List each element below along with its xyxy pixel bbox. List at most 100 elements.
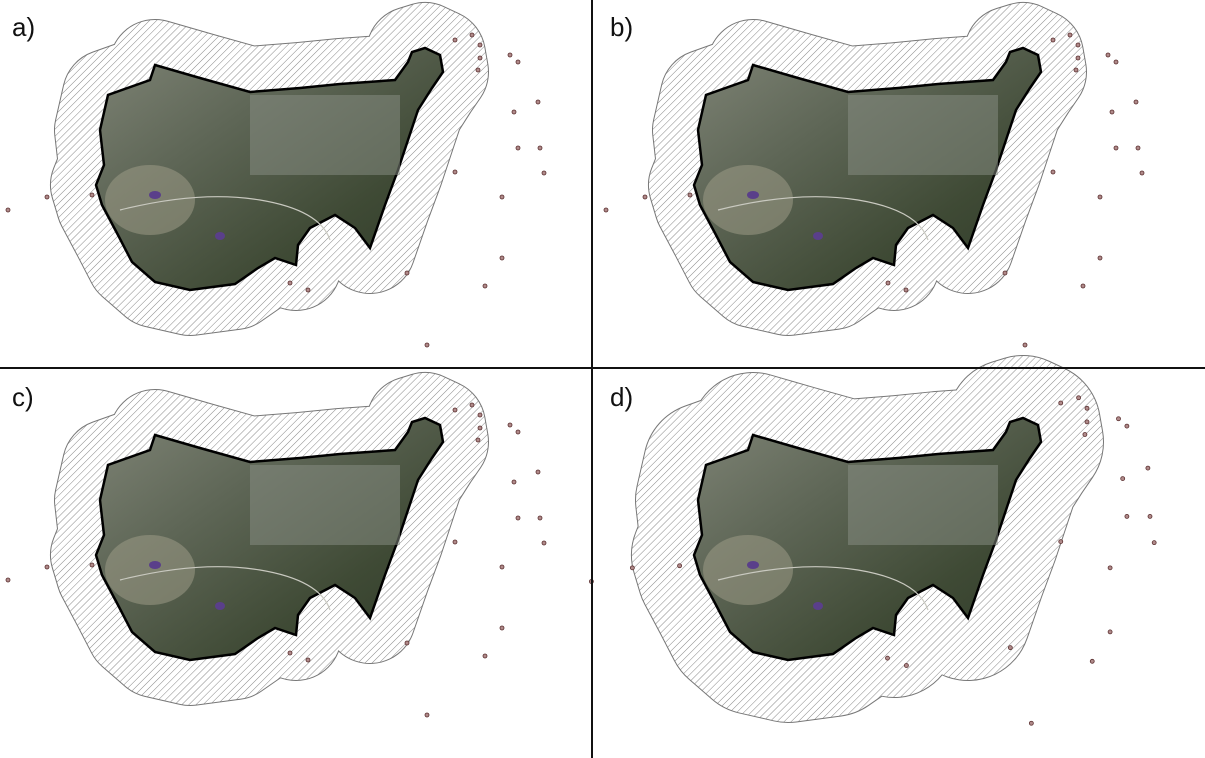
sample-point (643, 195, 647, 199)
sample-point (90, 563, 94, 567)
sample-point (886, 281, 890, 285)
sample-point (1085, 420, 1089, 424)
map-panel: d) (589, 382, 1156, 725)
pond (747, 561, 759, 569)
panel-label: c) (12, 382, 34, 412)
sample-point (478, 43, 482, 47)
sample-point (516, 60, 520, 64)
sample-point (288, 651, 292, 655)
sample-point (1003, 271, 1007, 275)
sample-point (1125, 424, 1129, 428)
sample-point (1029, 721, 1033, 725)
sample-point (306, 288, 310, 292)
sample-point (1051, 170, 1055, 174)
sample-point (483, 654, 487, 658)
sample-point (306, 658, 310, 662)
sample-point (453, 38, 457, 42)
sample-point (604, 208, 608, 212)
panel-label: d) (610, 382, 633, 412)
sample-point (630, 566, 634, 570)
sample-point (1110, 110, 1114, 114)
sample-point (516, 146, 520, 150)
sample-point (1098, 256, 1102, 260)
open-field (703, 535, 793, 605)
sample-point (288, 281, 292, 285)
pond (149, 561, 161, 569)
sample-point (425, 343, 429, 347)
sample-point (500, 565, 504, 569)
sample-point (90, 193, 94, 197)
sample-point (886, 656, 890, 660)
sample-point (470, 33, 474, 37)
sample-point (512, 110, 516, 114)
sample-point (1068, 33, 1072, 37)
sample-point (453, 540, 457, 544)
sample-point (1148, 514, 1152, 518)
sample-point (1076, 56, 1080, 60)
sample-point (1152, 541, 1156, 545)
sample-point (1059, 401, 1063, 405)
sample-point (483, 284, 487, 288)
sample-point (6, 578, 10, 582)
pond (149, 191, 161, 199)
sample-point (1146, 466, 1150, 470)
sample-point (516, 516, 520, 520)
sample-point (1083, 433, 1087, 437)
sample-point (1059, 540, 1063, 544)
open-field (703, 165, 793, 235)
sample-point (1121, 477, 1125, 481)
sample-point (536, 470, 540, 474)
urban-area (250, 95, 400, 175)
sample-point (45, 195, 49, 199)
open-field (105, 535, 195, 605)
sample-point (678, 564, 682, 568)
sample-point (478, 426, 482, 430)
sample-point (1136, 146, 1140, 150)
sample-point (508, 53, 512, 57)
sample-point (500, 626, 504, 630)
sample-point (1090, 659, 1094, 663)
sample-point (1077, 396, 1081, 400)
pond (747, 191, 759, 199)
sample-point (1125, 514, 1129, 518)
panel-label: b) (610, 12, 633, 42)
sample-point (1098, 195, 1102, 199)
sample-point (6, 208, 10, 212)
sample-point (516, 430, 520, 434)
sample-point (405, 271, 409, 275)
sample-point (1140, 171, 1144, 175)
sample-point (542, 171, 546, 175)
sample-point (1051, 38, 1055, 42)
sample-point (1114, 146, 1118, 150)
sample-point (500, 195, 504, 199)
sample-point (476, 68, 480, 72)
sample-point (425, 713, 429, 717)
sample-point (1008, 646, 1012, 650)
sample-point (1106, 53, 1110, 57)
sample-point (476, 438, 480, 442)
sample-point (478, 56, 482, 60)
sample-point (512, 480, 516, 484)
sample-point (1108, 630, 1112, 634)
sample-point (405, 641, 409, 645)
sample-point (1134, 100, 1138, 104)
urban-area (250, 465, 400, 545)
map-panel: c) (6, 382, 546, 717)
panel-label: a) (12, 12, 35, 42)
sample-point (508, 423, 512, 427)
sample-point (1076, 43, 1080, 47)
sample-point (1117, 417, 1121, 421)
sample-point (45, 565, 49, 569)
sample-point (500, 256, 504, 260)
sample-point (904, 664, 908, 668)
sample-point (1081, 284, 1085, 288)
sample-point (470, 403, 474, 407)
open-field (105, 165, 195, 235)
sample-point (536, 100, 540, 104)
pond (813, 602, 823, 610)
urban-area (848, 465, 998, 545)
figure: a) b) c) d) (0, 0, 1205, 758)
sample-point (542, 541, 546, 545)
sample-point (538, 146, 542, 150)
sample-point (1108, 566, 1112, 570)
